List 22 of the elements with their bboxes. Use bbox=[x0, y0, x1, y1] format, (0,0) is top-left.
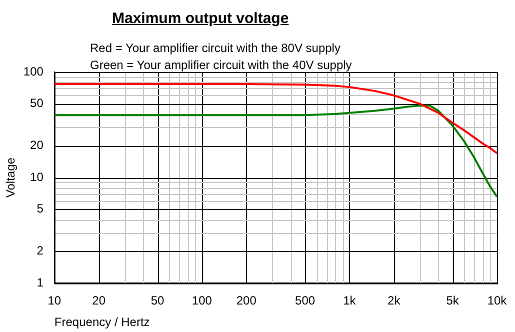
y-tick-label: 50 bbox=[30, 96, 44, 110]
x-tick-label: 10 bbox=[48, 294, 62, 308]
y-axis-title: Voltage bbox=[4, 157, 18, 198]
y-tick-label: 1 bbox=[36, 276, 44, 290]
x-axis-title: Frequency / Hertz bbox=[54, 315, 150, 330]
y-tick-label: 10 bbox=[30, 170, 44, 184]
x-tick-label: 20 bbox=[92, 294, 106, 308]
y-tick-label: 20 bbox=[30, 138, 44, 152]
text: Red = Your amplifier circuit with the 80V supply bbox=[90, 40, 342, 57]
x-tick-label: 200 bbox=[236, 294, 257, 308]
x-tick-label: 50 bbox=[150, 294, 165, 308]
x-tick-label: 100 bbox=[192, 294, 212, 308]
y-tick-label: 100 bbox=[23, 64, 44, 78]
text: Green = Your amplifier circuit with the 40V supply bbox=[90, 57, 352, 74]
x-tick-label: 5k bbox=[446, 294, 460, 308]
x-tick-label: 500 bbox=[295, 294, 316, 308]
y-tick-label: 5 bbox=[36, 202, 44, 216]
x-tick-label: 1k bbox=[343, 294, 357, 308]
x-tick-label: 10k bbox=[487, 294, 508, 308]
chart-title: Maximum output voltage bbox=[112, 10, 289, 27]
x-tick-label: 2k bbox=[388, 294, 402, 308]
y-tick-label: 2 bbox=[36, 244, 44, 258]
